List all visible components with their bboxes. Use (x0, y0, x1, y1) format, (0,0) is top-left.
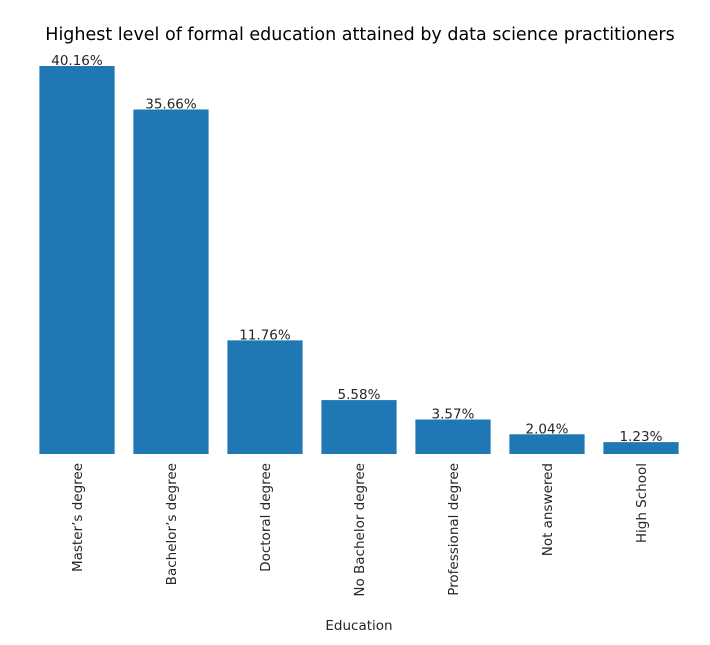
chart-title: Highest level of formal education attain… (45, 25, 674, 45)
x-tick-label: Bachelor’s degree (164, 463, 180, 585)
bars (39, 66, 679, 454)
x-tick-label: Not answered (540, 463, 556, 556)
data-label: 1.23% (620, 429, 663, 445)
data-label: 35.66% (145, 96, 197, 112)
x-tick-label: Doctoral degree (258, 463, 274, 572)
bar (603, 442, 679, 454)
x-tick-label: Master’s degree (70, 463, 86, 572)
data-labels: 40.16% 35.66% 11.76% 5.58% 3.57% 2.04% 1.23% (51, 53, 662, 445)
bar (39, 66, 115, 454)
bar (509, 434, 585, 454)
bar (321, 400, 397, 454)
data-label: 5.58% (338, 387, 381, 403)
x-tick-label: Professional degree (446, 463, 462, 596)
x-axis-label: Education (325, 618, 392, 634)
data-label: 3.57% (432, 407, 475, 423)
bar (133, 109, 209, 454)
x-tick-labels: Master’s degree Bachelor’s degree Doctoral… (70, 463, 650, 597)
bar (227, 340, 303, 454)
data-label: 2.04% (526, 421, 569, 437)
data-label: 40.16% (51, 53, 103, 69)
x-tick-label: High School (634, 463, 650, 543)
bar (415, 419, 491, 454)
x-tick-label: No Bachelor degree (352, 463, 368, 597)
data-label: 11.76% (239, 327, 291, 343)
